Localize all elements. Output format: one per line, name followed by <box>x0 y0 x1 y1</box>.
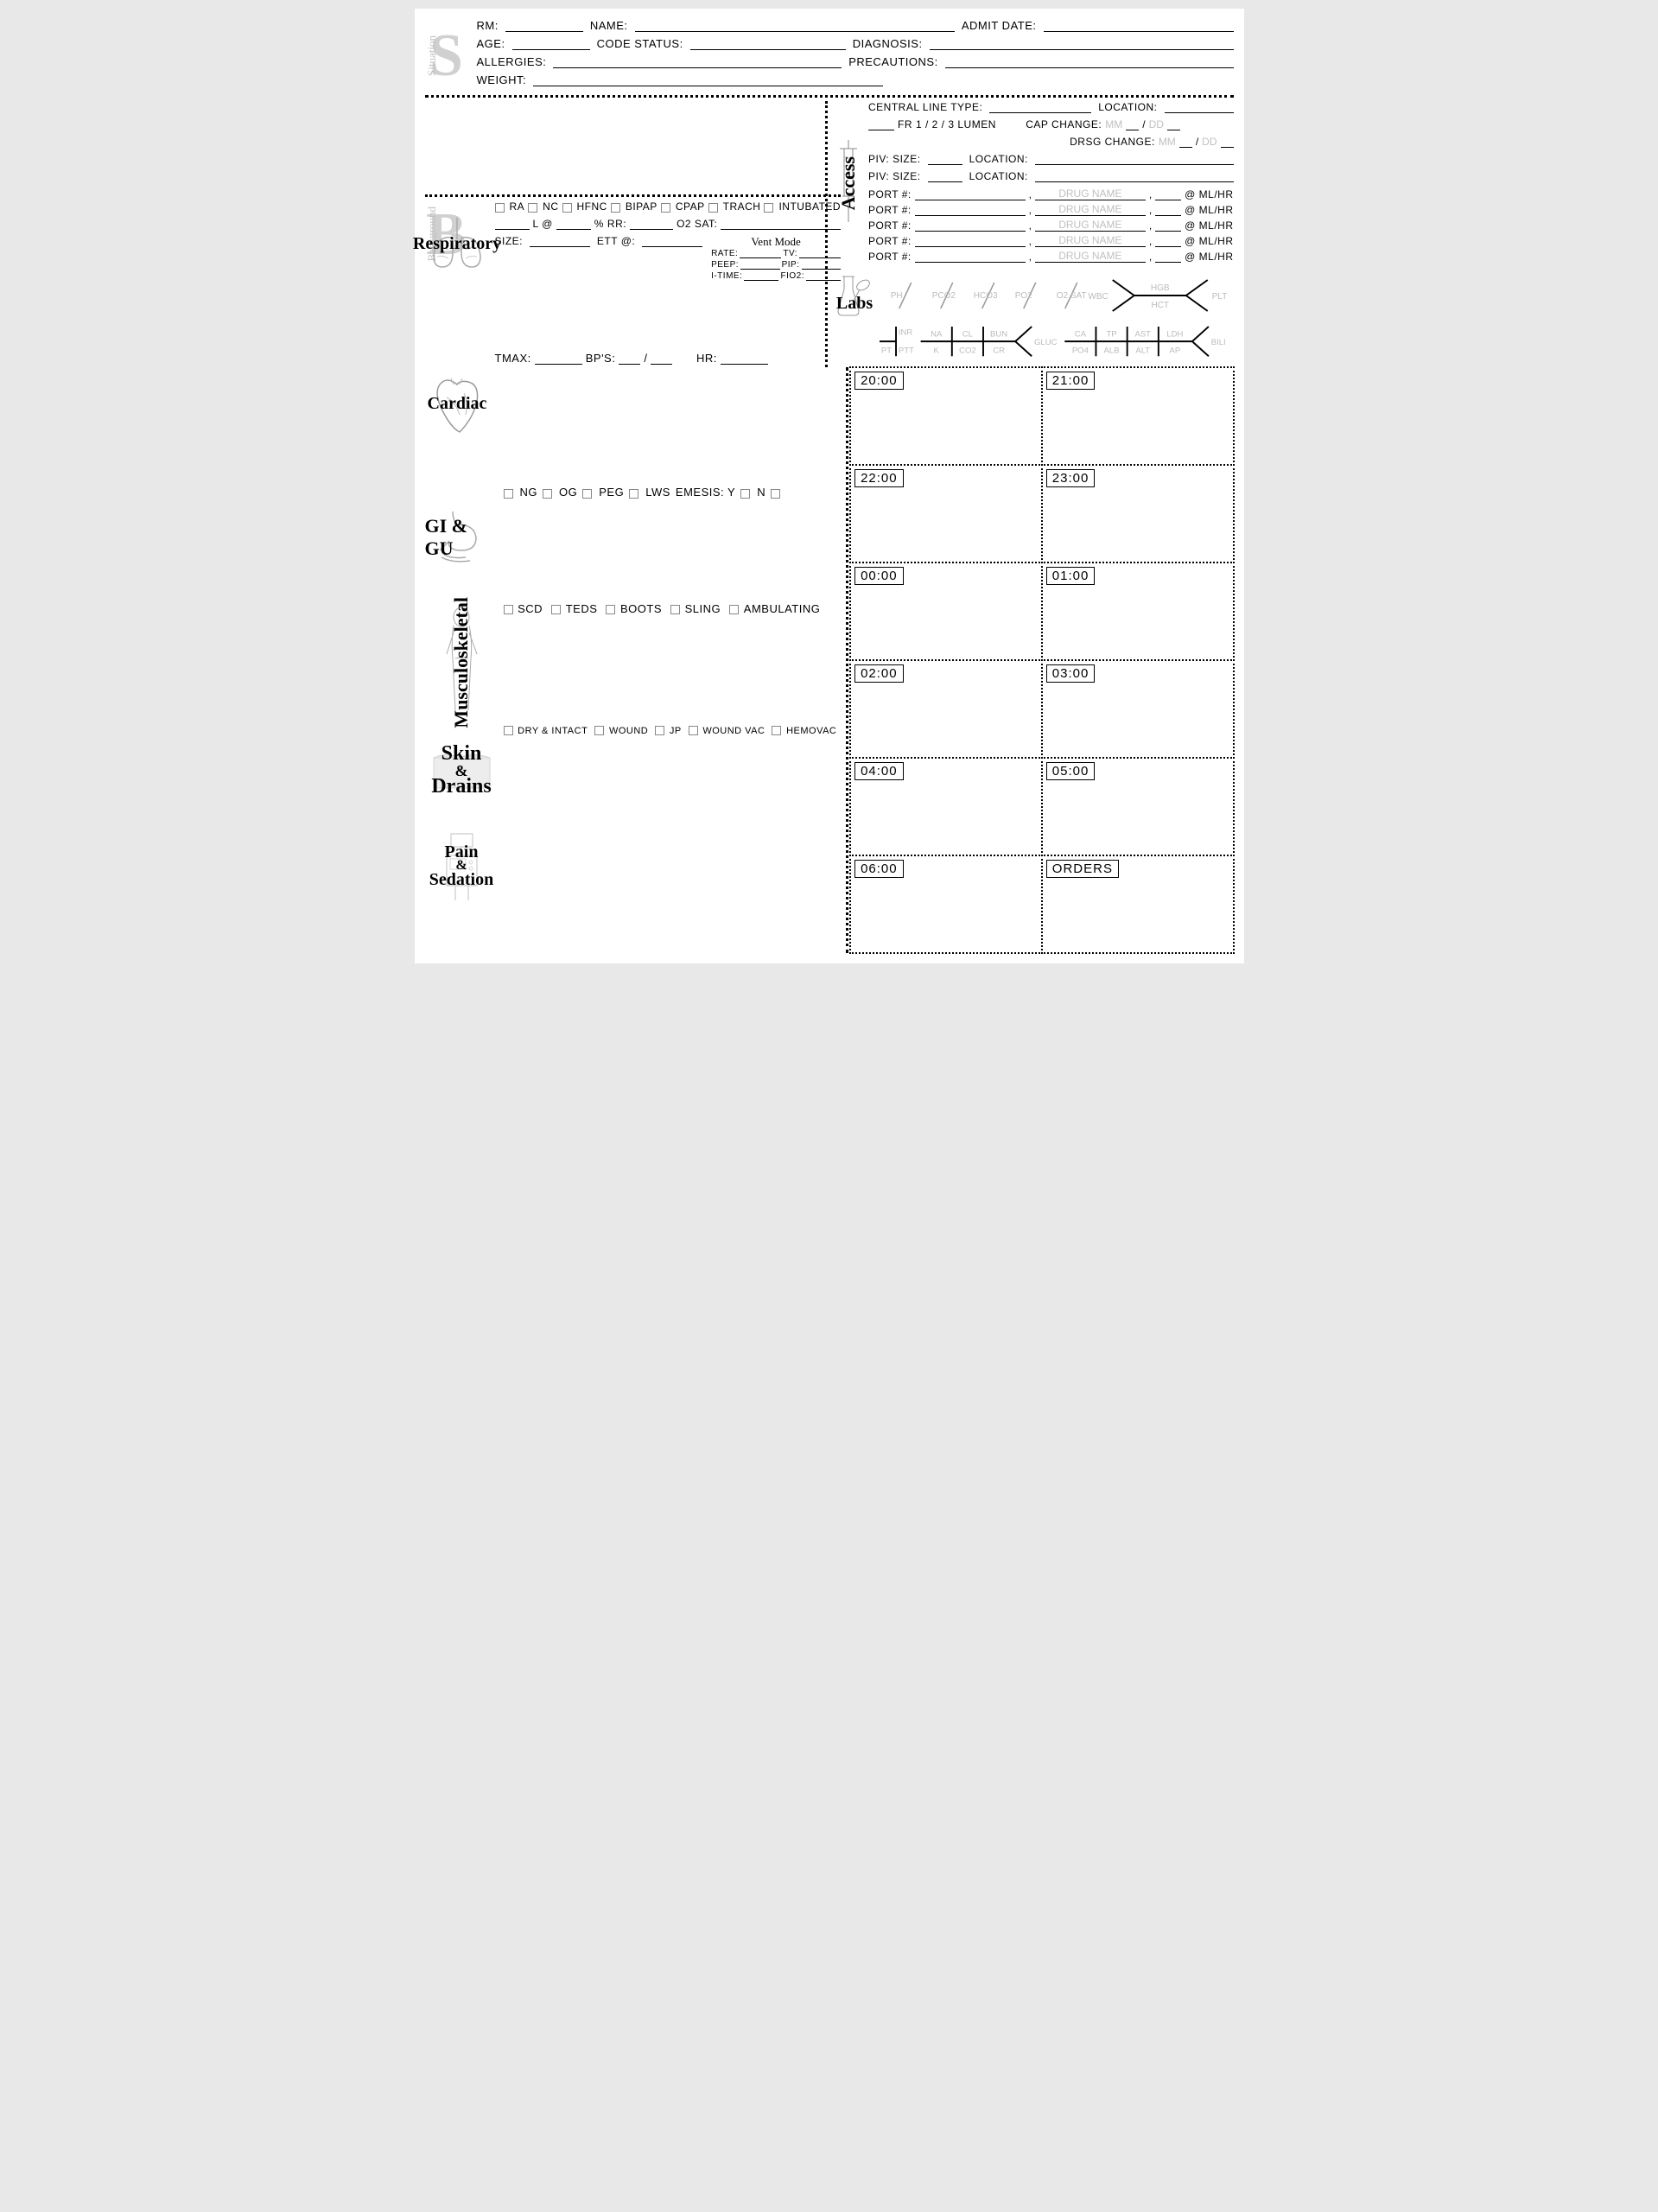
time-cell-0200[interactable]: 02:00 <box>849 659 1043 759</box>
skin-section: Skin & Drains DRY & INTACT WOUND JP WOUN… <box>425 723 842 818</box>
svg-text:ALT: ALT <box>1135 346 1150 355</box>
cardiac-section: Cardiac TMAX: BP'S:/ HR: <box>425 352 842 455</box>
access-section: Access CENTRAL LINE TYPE:LOCATION: FR1 /… <box>828 101 1234 367</box>
svg-text:HCO3: HCO3 <box>974 291 998 301</box>
admit-label: ADMIT DATE: <box>962 19 1037 32</box>
gigu-section: GI & GU NGOGPEGLWSEMESIS: YN <box>425 486 842 589</box>
svg-text:PT: PT <box>881 346 892 355</box>
time-cell-2300[interactable]: 23:00 <box>1041 464 1235 563</box>
svg-text:LDH: LDH <box>1166 329 1183 339</box>
svg-text:K: K <box>934 346 940 355</box>
svg-text:INR: INR <box>899 328 913 338</box>
checkbox-cpap[interactable] <box>661 203 670 213</box>
labs-diagram-top: PH PCO2 HCO3 PO2 O2 SAT WBC HGB HCT PLT <box>880 272 1234 320</box>
svg-text:WBC: WBC <box>1088 292 1108 302</box>
svg-text:HCT: HCT <box>1151 301 1169 310</box>
nursing-report-sheet: S Situation RM: NAME: ADMIT DATE: AGE: C… <box>415 9 1244 963</box>
checkbox-nc[interactable] <box>528 203 537 213</box>
age-label: AGE: <box>477 37 505 50</box>
time-cell-2200[interactable]: 22:00 <box>849 464 1043 563</box>
time-cell-0300[interactable]: 03:00 <box>1041 659 1235 759</box>
time-cell-0000[interactable]: 00:00 <box>849 562 1043 661</box>
pain-section: Pain & Sedation <box>425 818 842 913</box>
rm-label: RM: <box>477 19 499 32</box>
svg-text:PCO2: PCO2 <box>932 291 956 301</box>
svg-text:AP: AP <box>1170 346 1181 355</box>
svg-text:O2 SAT: O2 SAT <box>1057 291 1087 301</box>
code-label: CODE STATUS: <box>597 37 683 50</box>
svg-text:AST: AST <box>1134 329 1151 339</box>
svg-text:CO2: CO2 <box>959 346 976 355</box>
svg-text:PO4: PO4 <box>1072 346 1089 355</box>
svg-text:CA: CA <box>1075 329 1087 339</box>
svg-text:PTT: PTT <box>899 346 914 355</box>
svg-text:CL: CL <box>962 329 973 339</box>
time-cell-0400[interactable]: 04:00 <box>849 757 1043 856</box>
age-field[interactable] <box>512 49 590 50</box>
precautions-field[interactable] <box>945 67 1234 68</box>
name-label: NAME: <box>590 19 628 32</box>
time-cell-0600[interactable]: 06:00 <box>849 855 1043 954</box>
precautions-label: PRECAUTIONS: <box>848 55 938 68</box>
svg-text:PLT: PLT <box>1212 292 1228 302</box>
right-column: 20:0021:0022:0023:0000:0001:0002:0003:00… <box>848 367 1233 953</box>
labs-section: Labs PHPCO2HCO3PO2O2 SAT WBC <box>833 272 1234 367</box>
svg-text:HGB: HGB <box>1151 283 1170 293</box>
svg-text:BILI: BILI <box>1211 338 1226 347</box>
allergies-label: ALLERGIES: <box>477 55 547 68</box>
svg-text:PH: PH <box>891 291 903 301</box>
time-cell-0100[interactable]: 01:00 <box>1041 562 1235 661</box>
respiratory-section: Respiratory RANCHFNCBIPAPCPAPTRACHINTUBA… <box>425 200 842 287</box>
time-cell-0500[interactable]: 05:00 <box>1041 757 1235 856</box>
svg-text:CR: CR <box>993 346 1005 355</box>
time-grid: 20:0021:0022:0023:0000:0001:0002:0003:00… <box>850 367 1233 953</box>
svg-text:PO2: PO2 <box>1015 291 1032 301</box>
checkbox-hfnc[interactable] <box>562 203 572 213</box>
name-field[interactable] <box>635 31 955 32</box>
svg-text:BUN: BUN <box>990 329 1007 339</box>
svg-text:NA: NA <box>931 329 943 339</box>
svg-text:TP: TP <box>1106 329 1116 339</box>
time-cell-2100[interactable]: 21:00 <box>1041 366 1235 466</box>
checkbox-trach[interactable] <box>708 203 718 213</box>
weight-label: WEIGHT: <box>477 73 527 86</box>
orders-cell[interactable]: ORDERS <box>1041 855 1235 954</box>
situation-section: S Situation RM: NAME: ADMIT DATE: AGE: C… <box>425 19 1234 92</box>
diagnosis-field[interactable] <box>930 49 1234 50</box>
time-cell-2000[interactable]: 20:00 <box>849 366 1043 466</box>
msk-section: Musculoskeletal SCD TEDS BOOTS SLING AMB… <box>425 602 842 723</box>
svg-text:ALB: ALB <box>1104 346 1120 355</box>
left-column: Respiratory RANCHFNCBIPAPCPAPTRACHINTUBA… <box>425 367 847 953</box>
allergies-field[interactable] <box>553 67 842 68</box>
diagnosis-label: DIAGNOSIS: <box>853 37 923 50</box>
admit-field[interactable] <box>1044 31 1234 32</box>
rm-field[interactable] <box>505 31 583 32</box>
checkbox-ra[interactable] <box>495 203 505 213</box>
svg-text:GLUC: GLUC <box>1034 338 1058 347</box>
labs-diagram-bottom: INR PT PTT NA CL <box>880 320 1234 367</box>
code-field[interactable] <box>690 49 846 50</box>
checkbox-bipap[interactable] <box>611 203 620 213</box>
checkbox-intubated[interactable] <box>764 203 773 213</box>
situation-marker: S Situation <box>425 19 468 92</box>
